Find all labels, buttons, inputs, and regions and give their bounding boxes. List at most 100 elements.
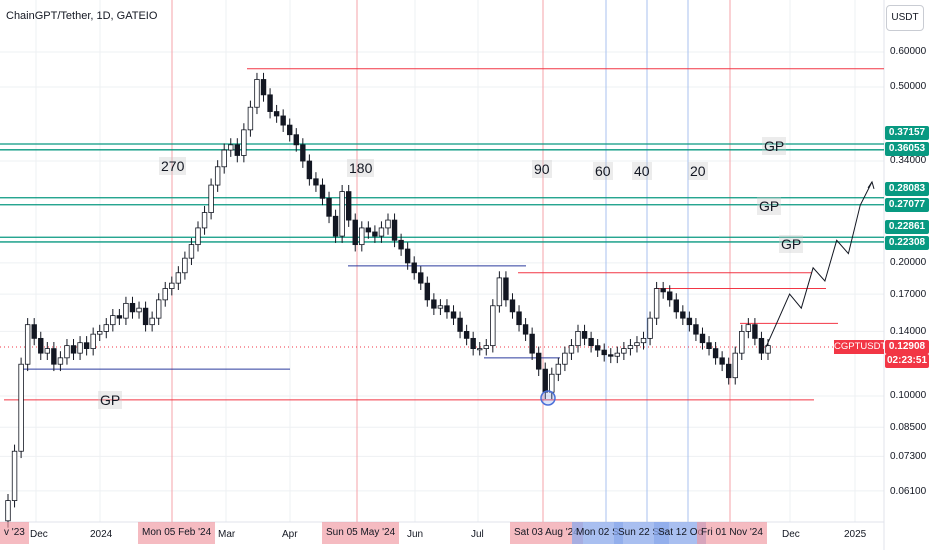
candle-down bbox=[345, 191, 352, 221]
candle-up bbox=[169, 282, 175, 289]
candle-up bbox=[214, 166, 221, 186]
candle-up bbox=[90, 333, 96, 350]
symbol-tag: CGPTUSDT bbox=[834, 340, 887, 354]
candle-down bbox=[535, 352, 542, 370]
candle-down bbox=[31, 324, 37, 339]
y-tick: 0.08500 bbox=[890, 422, 927, 433]
candle-up bbox=[621, 348, 627, 354]
currency-button[interactable]: USDT bbox=[886, 5, 924, 31]
candle-up bbox=[614, 352, 621, 357]
candle-down bbox=[319, 184, 326, 199]
candle-up bbox=[385, 219, 391, 229]
candle-down bbox=[667, 291, 673, 301]
candle-up bbox=[627, 345, 634, 350]
annotation: 180 bbox=[347, 159, 375, 177]
candle-down bbox=[352, 219, 358, 246]
candle-up bbox=[739, 331, 745, 354]
candle-up bbox=[437, 305, 444, 309]
candle-up bbox=[149, 317, 155, 326]
candle-up bbox=[745, 324, 752, 332]
candle-down bbox=[38, 337, 44, 354]
candle-up bbox=[24, 324, 31, 365]
annotation: 270 bbox=[159, 157, 187, 175]
candle-down bbox=[83, 342, 90, 350]
candle-up bbox=[483, 345, 489, 350]
x-tick: Mar bbox=[218, 529, 236, 540]
candle-up bbox=[175, 272, 182, 284]
x-tick: Dec bbox=[30, 529, 48, 540]
level-tag: 0.22861 bbox=[885, 220, 929, 234]
candle-down bbox=[608, 354, 614, 357]
candles bbox=[5, 72, 771, 528]
candle-down bbox=[673, 299, 679, 313]
candle-up bbox=[575, 331, 581, 347]
candle-down bbox=[293, 134, 299, 146]
candle-down bbox=[313, 178, 319, 186]
x-tick: 2025 bbox=[844, 529, 867, 540]
candle-down bbox=[529, 333, 535, 354]
candle-up bbox=[77, 342, 83, 354]
candle-down bbox=[686, 317, 693, 326]
y-tick: 0.10000 bbox=[890, 390, 927, 401]
candle-down bbox=[398, 239, 404, 250]
x-date-highlight: Mon 05 Feb '24 bbox=[138, 522, 216, 544]
candle-up bbox=[64, 345, 70, 359]
candle-down bbox=[287, 124, 293, 136]
candle-down bbox=[542, 368, 548, 393]
y-tick: 0.07300 bbox=[890, 451, 927, 462]
candle-down bbox=[699, 333, 706, 344]
candle-up bbox=[568, 345, 575, 354]
candle-down bbox=[712, 348, 719, 359]
candle-up bbox=[11, 450, 18, 501]
candle-down bbox=[581, 331, 588, 339]
level-tag: 0.37157 bbox=[885, 126, 929, 140]
candle-down bbox=[411, 262, 417, 274]
y-tick: 0.17000 bbox=[890, 289, 927, 300]
candle-down bbox=[601, 349, 607, 356]
candle-down bbox=[418, 272, 424, 284]
candle-down bbox=[280, 115, 286, 126]
annotation: 40 bbox=[632, 162, 652, 180]
candle-down bbox=[234, 144, 241, 156]
x-tick: Jun bbox=[407, 529, 424, 540]
annotation: GP bbox=[757, 197, 782, 215]
candle-up bbox=[57, 357, 64, 365]
chart-title: ChainGPT/Tether, 1D, GATEIO bbox=[6, 10, 158, 22]
candle-up bbox=[241, 129, 247, 156]
x-date-highlight: Sat 03 Aug '24 bbox=[510, 522, 583, 544]
candle-down bbox=[404, 248, 411, 264]
candle-up bbox=[254, 79, 260, 108]
candle-down bbox=[267, 94, 273, 112]
candle-up bbox=[155, 299, 162, 319]
x-tick: Jul bbox=[471, 529, 484, 540]
x-date-highlight: v '23 bbox=[0, 522, 29, 544]
candle-up bbox=[477, 348, 483, 351]
candle-up bbox=[640, 337, 647, 344]
annotation: 90 bbox=[532, 160, 552, 178]
candle-down bbox=[470, 337, 476, 350]
candle-down bbox=[752, 324, 758, 339]
candle-up bbox=[247, 106, 254, 131]
candle-up bbox=[103, 324, 109, 332]
candle-down bbox=[51, 348, 57, 365]
x-tick: Dec bbox=[782, 529, 800, 540]
candle-up bbox=[201, 212, 208, 229]
annotation: 20 bbox=[688, 162, 708, 180]
y-tick: 0.60000 bbox=[890, 46, 927, 57]
x-date-highlight: Mon 02 S bbox=[572, 522, 623, 544]
candle-up bbox=[110, 315, 116, 326]
candle-down bbox=[660, 288, 666, 293]
y-tick: 0.14000 bbox=[890, 326, 927, 337]
x-tick: Apr bbox=[282, 529, 298, 540]
candle-up bbox=[555, 363, 562, 375]
candle-down bbox=[594, 345, 601, 351]
level-tag: 0.28083 bbox=[885, 182, 929, 196]
projection-arrowhead bbox=[867, 180, 875, 190]
candle-down bbox=[306, 160, 313, 180]
candle-up bbox=[123, 302, 129, 319]
annotation: 60 bbox=[593, 162, 613, 180]
candle-down bbox=[431, 299, 437, 309]
candle-down bbox=[758, 337, 765, 354]
candle-down bbox=[70, 345, 77, 354]
